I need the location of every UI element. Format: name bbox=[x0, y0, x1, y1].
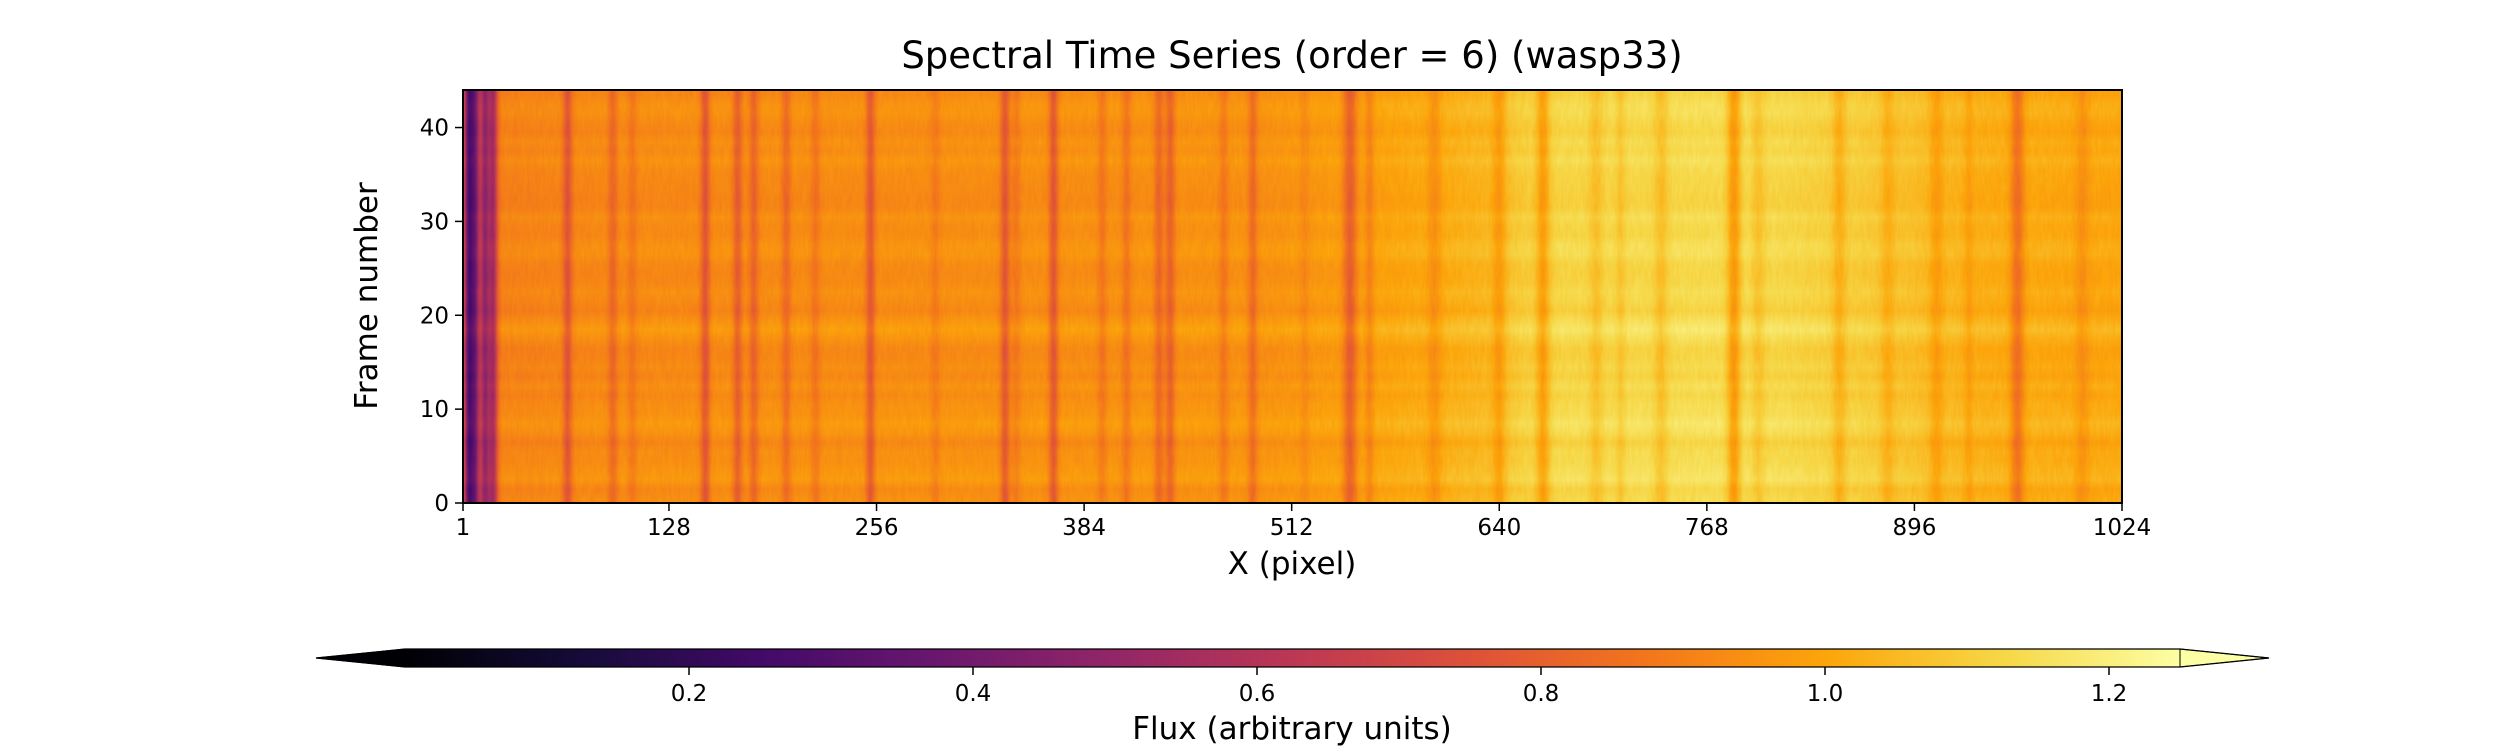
y-tick-label: 10 bbox=[420, 397, 449, 423]
x-tick-label: 256 bbox=[855, 515, 899, 541]
colorbar-tick-label: 0.2 bbox=[671, 681, 708, 707]
colorbar-gradient bbox=[405, 649, 2180, 667]
colorbar-ticks: 0.2 0.4 0.6 0.8 1.0 1.2 bbox=[671, 667, 2128, 707]
x-tick-label: 640 bbox=[1477, 515, 1521, 541]
y-tick-label: 30 bbox=[420, 209, 449, 235]
colorbar: 0.2 0.4 0.6 0.8 1.0 1.2 Flux (arbitrary units… bbox=[316, 649, 2269, 747]
x-axis-ticks: 1 128 256 384 512 640 768 896 1024 bbox=[456, 503, 2152, 541]
colorbar-min-extend bbox=[316, 649, 405, 667]
colorbar-max-extend bbox=[2180, 649, 2269, 667]
colorbar-tick-label: 0.8 bbox=[1523, 681, 1560, 707]
colorbar-tick-label: 0.6 bbox=[1239, 681, 1276, 707]
y-axis-ticks: 0 10 20 30 40 bbox=[420, 116, 463, 517]
colorbar-tick-label: 1.2 bbox=[2091, 681, 2128, 707]
x-tick-label: 896 bbox=[1892, 515, 1936, 541]
x-tick-label: 512 bbox=[1270, 515, 1314, 541]
x-tick-label: 768 bbox=[1685, 515, 1729, 541]
x-tick-label: 1 bbox=[456, 515, 471, 541]
x-axis-label: X (pixel) bbox=[1228, 546, 1357, 582]
spectral-heatmap bbox=[463, 90, 2122, 503]
x-tick-label: 384 bbox=[1062, 515, 1106, 541]
colorbar-tick-label: 1.0 bbox=[1807, 681, 1844, 707]
y-tick-label: 20 bbox=[420, 303, 449, 329]
y-tick-label: 40 bbox=[420, 116, 449, 142]
x-tick-label: 128 bbox=[647, 515, 691, 541]
chart-title: Spectral Time Series (order = 6) (wasp33… bbox=[901, 34, 1682, 77]
y-axis-label: Frame number bbox=[349, 182, 385, 410]
colorbar-tick-label: 0.4 bbox=[955, 681, 992, 707]
colorbar-label: Flux (arbitrary units) bbox=[1132, 711, 1452, 747]
y-tick-label: 0 bbox=[434, 491, 449, 517]
heatmap-plot-area bbox=[463, 90, 2122, 503]
x-tick-label: 1024 bbox=[2093, 515, 2152, 541]
